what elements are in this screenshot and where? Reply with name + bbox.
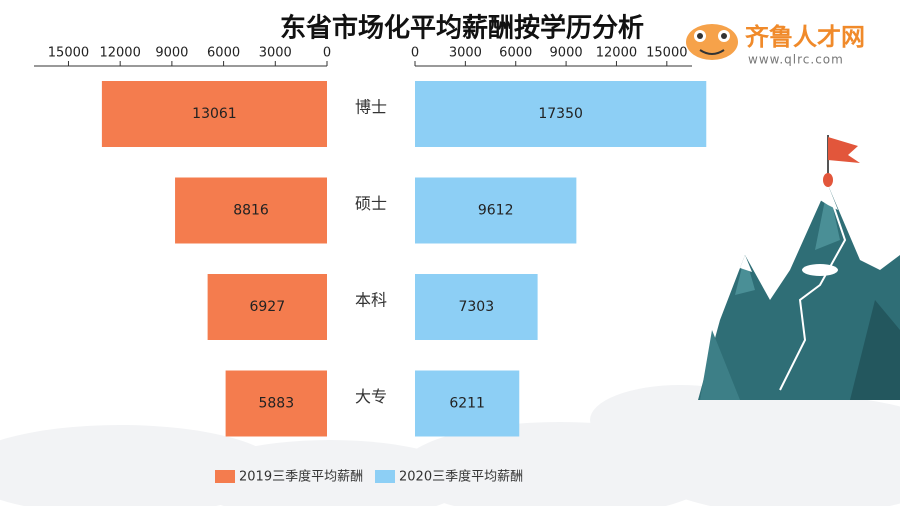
logo-url: www.qlrc.com: [748, 53, 844, 67]
value-label: 6927: [249, 299, 285, 315]
x-tick-label: 6000: [207, 46, 240, 61]
x-tick-label: 3000: [259, 46, 292, 61]
value-label: 13061: [192, 106, 237, 122]
category-label: 硕士: [355, 194, 387, 213]
x-tick-label: 0: [411, 46, 419, 61]
value-label: 17350: [538, 106, 583, 122]
clouds: [0, 385, 900, 506]
value-label: 7303: [458, 299, 494, 315]
bar: [415, 81, 707, 147]
legend-swatch: [215, 470, 235, 483]
bar: [207, 274, 327, 340]
bar: [415, 177, 577, 244]
value-label: 6211: [449, 396, 485, 412]
bar: [225, 370, 327, 437]
x-tick-label: 9000: [550, 46, 583, 61]
bar: [415, 370, 520, 437]
legend-swatch: [375, 470, 395, 483]
bar: [415, 274, 538, 340]
x-tick-label: 12000: [596, 46, 637, 61]
x-tick-label: 12000: [99, 46, 140, 61]
x-tick-label: 0: [323, 46, 331, 61]
category-label: 博士: [355, 98, 387, 117]
logo-name: 齐鲁人才网: [745, 23, 865, 51]
x-tick-label: 9000: [155, 46, 188, 61]
logo: 齐鲁人才网 www.qlrc.com: [686, 23, 865, 67]
mountain-illustration: [698, 135, 900, 400]
value-label: 9612: [478, 203, 514, 219]
x-tick-label: 6000: [499, 46, 532, 61]
legend-label: 2019三季度平均薪酬: [239, 469, 363, 485]
category-label: 大专: [355, 387, 387, 406]
chart-title: 东省市场化平均薪酬按学历分析: [280, 13, 644, 44]
legend-label: 2020三季度平均薪酬: [399, 469, 523, 485]
bar: [101, 81, 327, 147]
x-tick-label: 15000: [48, 46, 89, 61]
value-label: 8816: [233, 203, 269, 219]
value-label: 5883: [258, 396, 294, 412]
category-label: 本科: [355, 291, 387, 310]
x-tick-label: 15000: [646, 46, 687, 61]
bar: [175, 177, 327, 244]
x-tick-label: 3000: [449, 46, 482, 61]
